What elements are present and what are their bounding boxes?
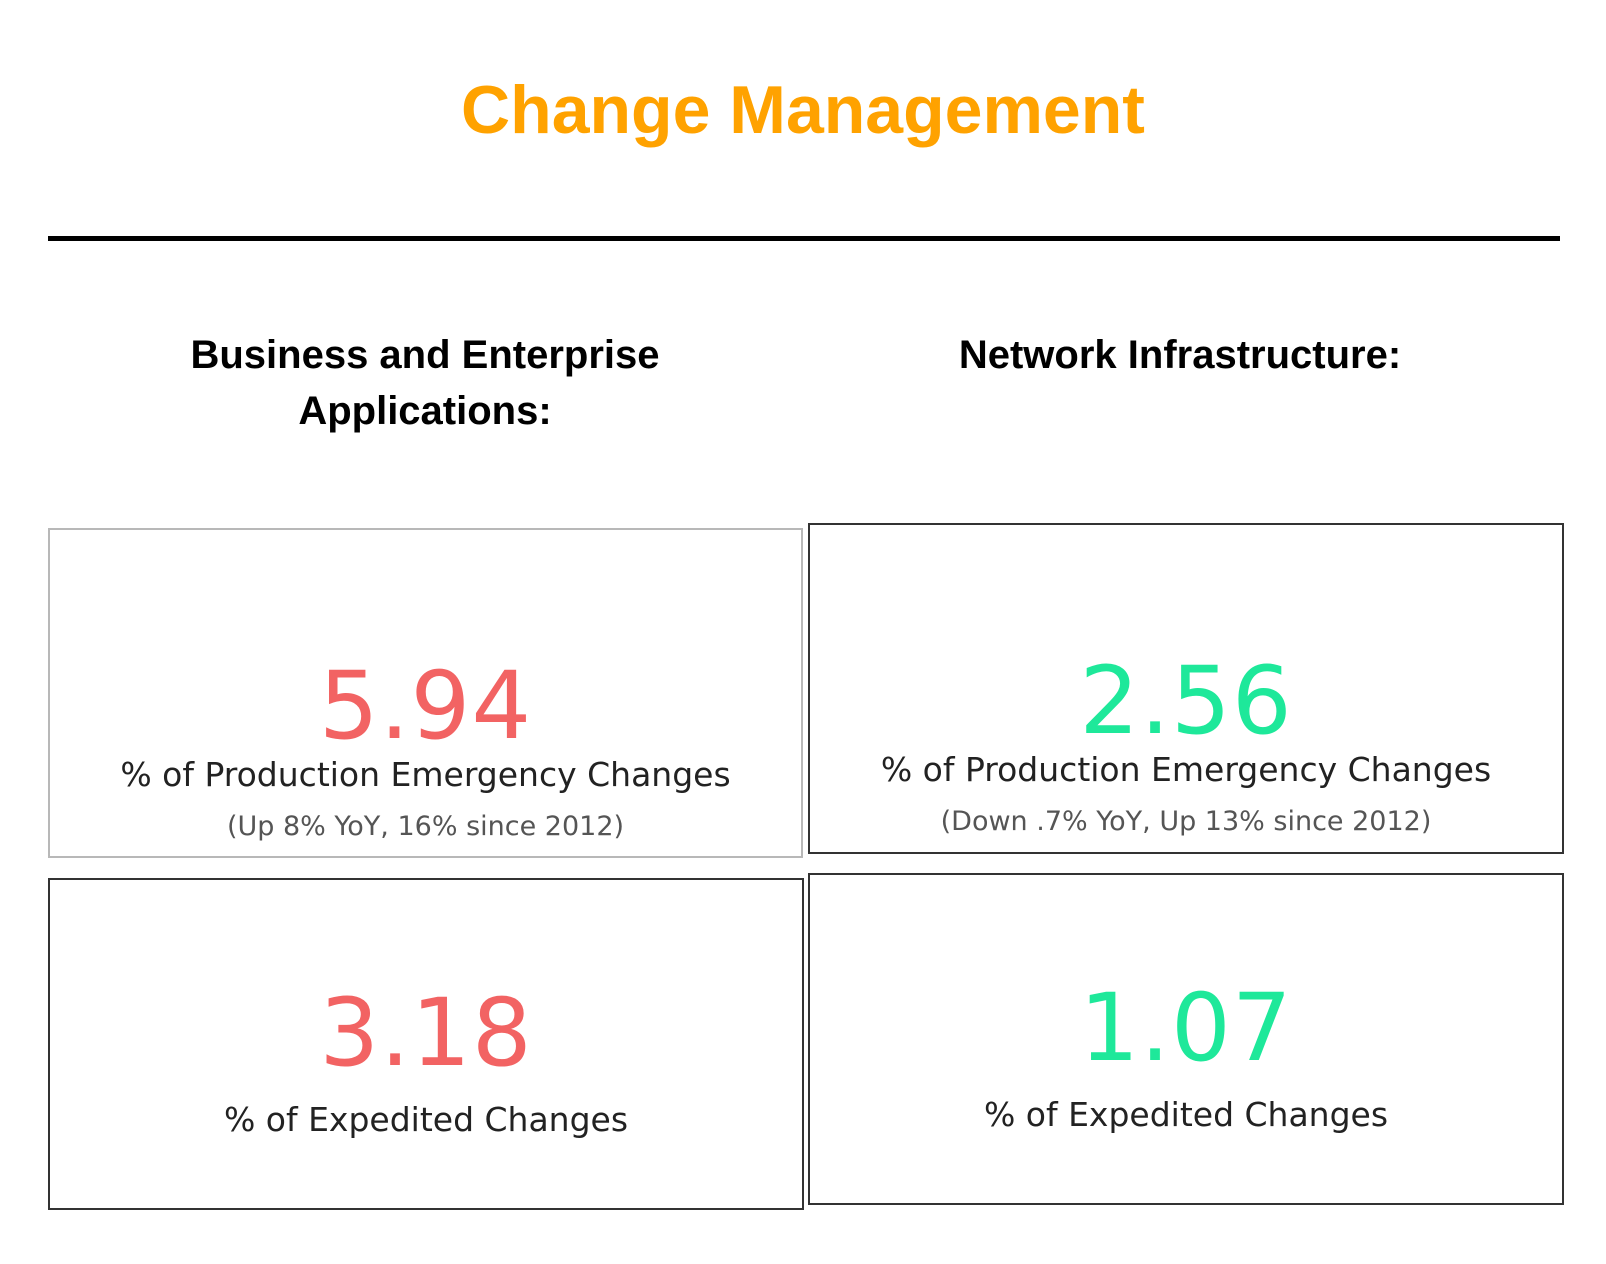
kpi-label: % of Expedited Changes [983, 1095, 1389, 1134]
page-title: Change Management [461, 72, 1145, 148]
kpi-card-network-production-emergency: 2.56 % of Production Emergency Changes (… [808, 523, 1564, 854]
kpi-note: (Up 8% YoY, 16% since 2012) [226, 811, 625, 842]
kpi-card-business-production-emergency: 5.94 % of Production Emergency Changes (… [48, 528, 803, 858]
title-divider [48, 236, 1560, 241]
kpi-label: % of Expedited Changes [223, 1100, 629, 1139]
section-heading-business-line1: Business and Enterprise [190, 333, 660, 377]
kpi-label: % of Production Emergency Changes [880, 750, 1492, 789]
section-heading-business-line2: Applications: [298, 389, 552, 433]
section-heading-business: Business and Enterprise Applications: [130, 327, 720, 439]
kpi-value: 5.94 [318, 652, 533, 761]
kpi-label: % of Production Emergency Changes [120, 755, 731, 794]
kpi-card-business-expedited: 3.18 % of Expedited Changes [48, 878, 804, 1210]
kpi-value: 1.07 [1079, 974, 1293, 1083]
section-heading-network: Network Infrastructure: [958, 333, 1402, 377]
kpi-card-network-expedited: 1.07 % of Expedited Changes [808, 873, 1564, 1205]
kpi-note: (Down .7% YoY, Up 13% since 2012) [940, 806, 1432, 837]
kpi-value: 3.18 [319, 979, 533, 1088]
kpi-value: 2.56 [1079, 647, 1293, 756]
